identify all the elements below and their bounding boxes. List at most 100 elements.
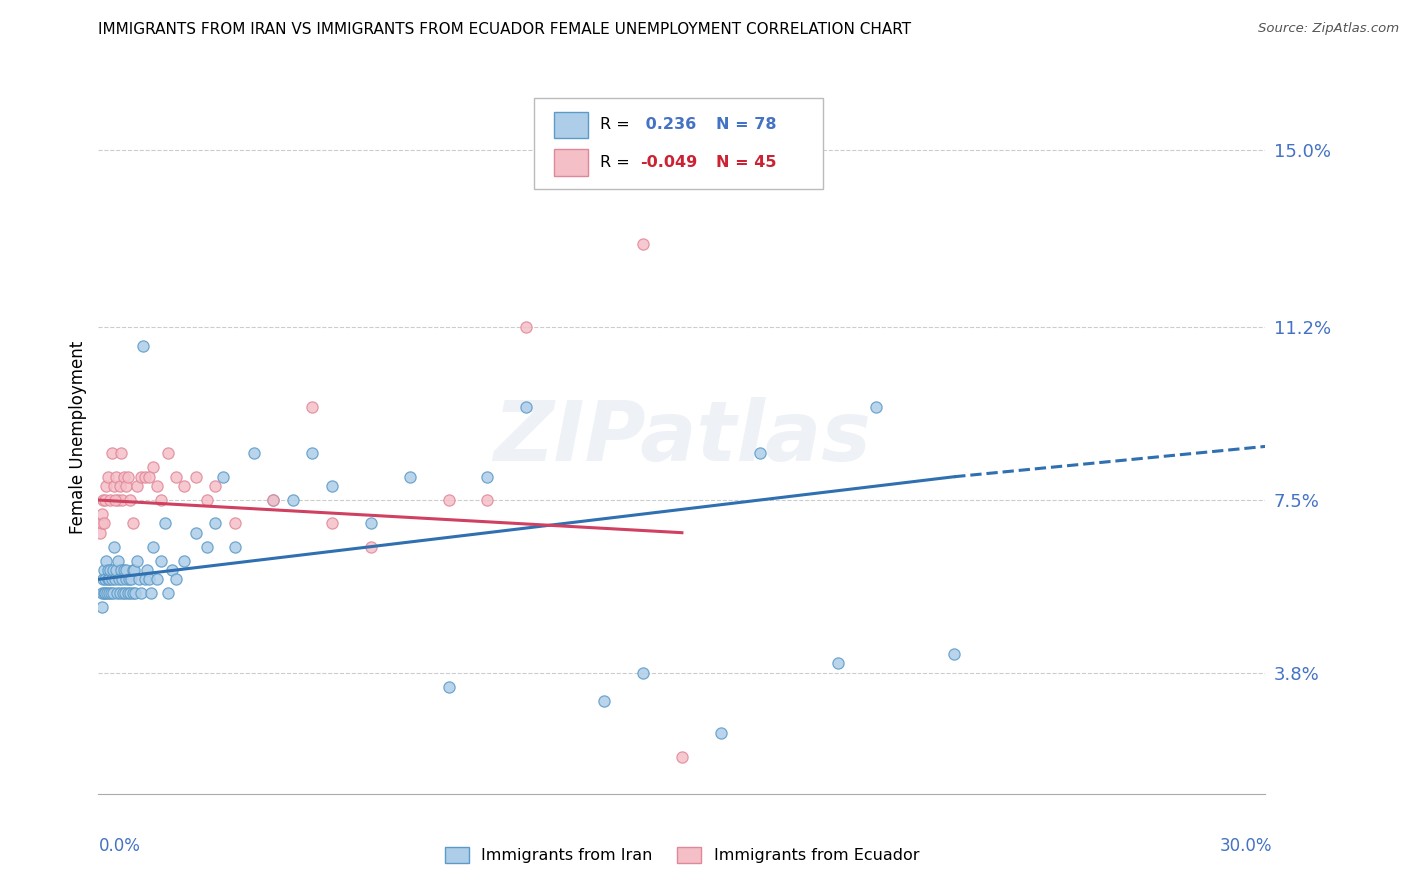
Point: [91, 507, 114, 521]
Point: [108, 479, 131, 493]
Text: N = 45: N = 45: [716, 155, 776, 169]
Text: ZIPatlas: ZIPatlas: [494, 397, 870, 477]
Point: [132, 339, 155, 353]
Point: [93, 572, 115, 586]
Point: [96, 554, 118, 568]
Point: [110, 563, 132, 577]
Point: [149, 493, 172, 508]
Point: [165, 572, 187, 586]
Point: [165, 469, 187, 483]
Point: [321, 479, 343, 493]
Point: [104, 469, 127, 483]
Point: [827, 657, 849, 671]
Point: [139, 586, 162, 600]
Point: [97, 469, 120, 483]
Y-axis label: Female Unemployment: Female Unemployment: [69, 341, 87, 533]
Point: [631, 665, 654, 680]
Point: [321, 516, 343, 531]
Point: [93, 563, 115, 577]
Point: [93, 516, 115, 531]
Point: [97, 563, 120, 577]
Point: [91, 572, 114, 586]
Text: R =: R =: [600, 155, 636, 169]
Point: [93, 586, 115, 600]
Text: N = 78: N = 78: [716, 118, 776, 132]
Point: [122, 516, 145, 531]
Text: 0.0%: 0.0%: [98, 837, 141, 855]
Point: [91, 600, 114, 615]
Point: [121, 563, 143, 577]
Point: [97, 572, 120, 586]
Point: [515, 320, 537, 334]
Point: [100, 586, 122, 600]
Point: [748, 446, 770, 460]
Point: [90, 516, 112, 531]
Point: [101, 563, 124, 577]
Point: [91, 493, 114, 508]
Point: [153, 516, 176, 531]
Text: 0.236: 0.236: [640, 118, 696, 132]
Point: [115, 563, 138, 577]
Point: [134, 572, 156, 586]
Point: [129, 586, 152, 600]
Point: [104, 493, 127, 508]
Point: [124, 586, 146, 600]
Point: [94, 586, 117, 600]
Point: [360, 540, 382, 554]
Point: [224, 516, 246, 531]
Point: [101, 572, 124, 586]
Point: [262, 493, 284, 508]
Point: [107, 572, 129, 586]
Point: [204, 516, 226, 531]
Point: [94, 493, 117, 508]
Point: [243, 446, 266, 460]
Point: [114, 479, 136, 493]
Point: [111, 586, 134, 600]
Point: [104, 572, 127, 586]
Point: [195, 540, 218, 554]
Point: [142, 460, 165, 475]
Point: [89, 525, 111, 540]
Point: [593, 693, 616, 707]
Text: R =: R =: [600, 118, 636, 132]
Point: [129, 469, 152, 483]
Point: [138, 572, 160, 586]
Text: 30.0%: 30.0%: [1220, 837, 1272, 855]
Point: [138, 469, 160, 483]
Point: [112, 563, 135, 577]
Point: [103, 479, 125, 493]
Point: [157, 446, 180, 460]
Point: [121, 572, 143, 586]
Point: [515, 400, 537, 414]
Text: Source: ZipAtlas.com: Source: ZipAtlas.com: [1258, 22, 1399, 36]
Point: [114, 586, 136, 600]
Point: [477, 469, 499, 483]
Point: [98, 493, 121, 508]
Point: [212, 469, 235, 483]
Point: [103, 540, 125, 554]
Point: [127, 554, 149, 568]
Point: [173, 479, 195, 493]
Point: [117, 469, 139, 483]
Point: [398, 469, 420, 483]
Point: [943, 647, 966, 661]
Point: [437, 493, 460, 508]
Point: [146, 572, 169, 586]
Point: [107, 493, 129, 508]
Point: [136, 563, 159, 577]
Point: [477, 493, 499, 508]
Point: [114, 572, 136, 586]
Point: [134, 469, 156, 483]
Point: [122, 563, 145, 577]
Point: [631, 236, 654, 251]
Point: [111, 572, 134, 586]
Point: [101, 446, 124, 460]
Point: [128, 572, 150, 586]
Point: [710, 726, 733, 740]
Point: [103, 586, 125, 600]
Point: [162, 563, 184, 577]
Point: [108, 586, 131, 600]
Point: [90, 586, 112, 600]
Point: [118, 493, 141, 508]
Point: [184, 525, 207, 540]
